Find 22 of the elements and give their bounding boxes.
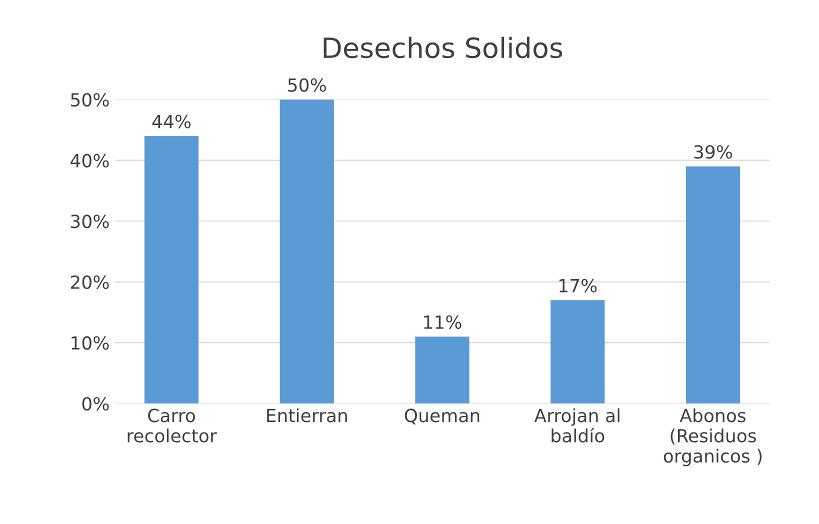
data-label: 50% <box>288 78 326 92</box>
chart-title: Desechos Solidos <box>324 36 562 58</box>
x-tick-label: Carro recolector <box>128 408 217 443</box>
bar <box>415 336 470 404</box>
y-tick-label: 20% <box>70 275 109 290</box>
bar <box>280 100 334 404</box>
bar <box>686 166 740 404</box>
data-label: 44% <box>152 114 191 128</box>
x-tick-label: Queman <box>404 408 480 424</box>
x-tick-label: Arrojan al baldío <box>534 408 620 443</box>
x-tick-label: Abonos (Residuos organicos ) <box>664 408 762 466</box>
data-label: 11% <box>424 315 462 329</box>
bar <box>144 136 199 404</box>
x-tick-label: Entierran <box>267 408 347 422</box>
y-tick-label: 0% <box>82 396 109 411</box>
y-tick-label: 40% <box>70 154 109 168</box>
y-tick-label: 10% <box>72 336 109 350</box>
data-label: 39% <box>694 145 732 159</box>
y-tick-label: 30% <box>71 214 109 228</box>
data-label: 17% <box>560 278 597 292</box>
y-tick-label: 50% <box>71 93 109 107</box>
bar <box>550 300 605 404</box>
